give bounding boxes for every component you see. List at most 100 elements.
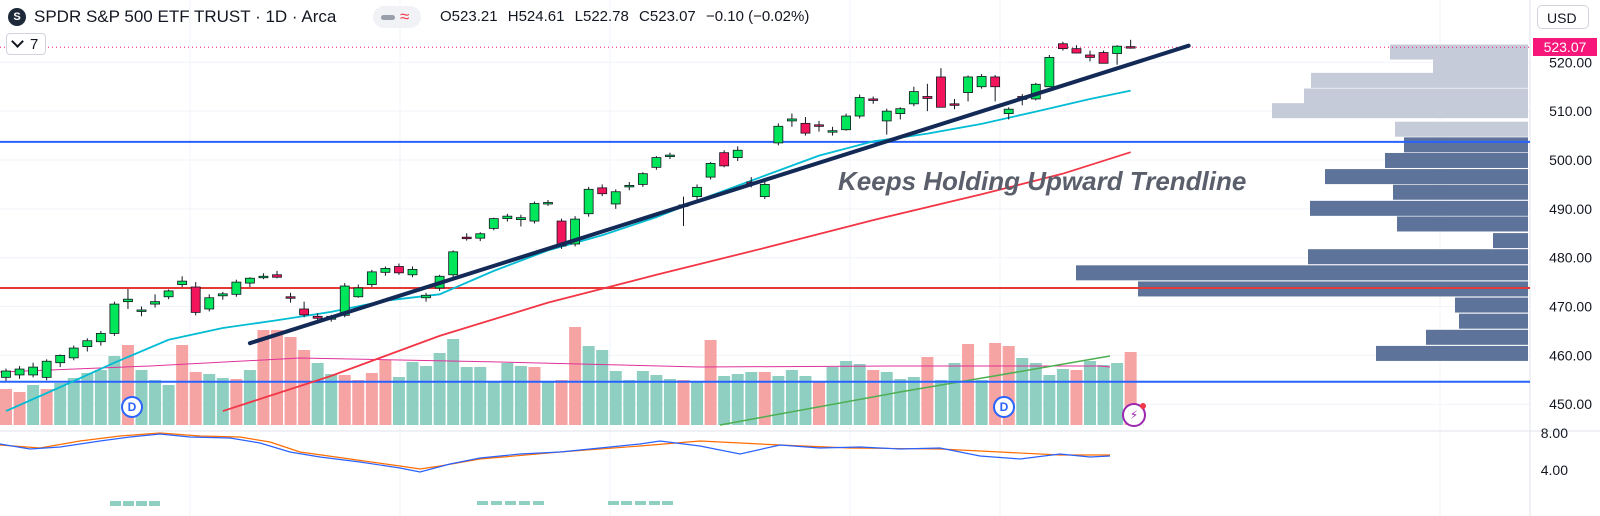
candle-body <box>529 203 540 222</box>
price-tick-label: 520.00 <box>1549 54 1592 70</box>
candlesticks <box>1 39 1136 381</box>
candle-body <box>285 296 296 299</box>
candle-body <box>380 268 391 273</box>
candle-body <box>258 275 269 279</box>
lightning-icon[interactable]: ⚡ <box>1122 403 1146 427</box>
volume-bar <box>54 383 67 425</box>
volume-profile-row <box>1310 200 1528 216</box>
candle-body <box>312 315 323 319</box>
candle-body <box>502 215 513 220</box>
wave-icon: ≈ <box>400 7 410 26</box>
candle-body <box>976 76 987 88</box>
notification-dot <box>1140 403 1146 409</box>
volume-bar <box>162 385 175 425</box>
candle-body <box>841 115 851 131</box>
volume-bar <box>623 380 636 425</box>
candle-body <box>949 103 960 106</box>
candle-body <box>1112 45 1122 54</box>
indicator-count: 7 <box>30 36 39 53</box>
volume-bar <box>663 379 676 425</box>
candle-body <box>217 293 228 297</box>
volume-profile-row <box>1311 72 1528 88</box>
price-tick-label: 510.00 <box>1549 103 1592 119</box>
volume-bar <box>271 330 283 425</box>
volume-bar <box>311 363 324 425</box>
oscillator-main-line <box>0 433 1111 473</box>
candle-body <box>231 281 242 295</box>
candle-body <box>353 287 364 298</box>
candle-body <box>665 154 675 158</box>
horizontal-levels <box>0 46 1530 383</box>
volume-bar <box>785 370 798 425</box>
volume-profile-row <box>1397 216 1528 232</box>
candle-body <box>637 173 648 185</box>
chart-annotation[interactable]: Keeps Holding Upward Trendline <box>838 166 1247 196</box>
candle-body <box>28 366 39 376</box>
candle-body <box>787 118 797 122</box>
candle-body <box>299 308 310 316</box>
candle-body <box>109 303 120 334</box>
volume-bar <box>691 382 704 425</box>
oscillator-signal-line <box>0 432 1110 470</box>
volume-bar <box>731 374 744 425</box>
candle-body <box>475 233 486 239</box>
low-value: 522.78 <box>582 8 629 25</box>
volume-profile-row <box>1076 265 1528 281</box>
oscillator-histogram-bar <box>110 501 121 506</box>
price-tick-label: 470.00 <box>1549 299 1592 315</box>
symbol-logo[interactable]: S <box>8 8 26 26</box>
candle-body <box>922 96 933 99</box>
upward-trendline[interactable] <box>247 43 1191 346</box>
price-axis[interactable]: 450.00 460.00 470.00 480.00 490.00 500.00 510.… <box>1549 54 1592 412</box>
candle-body <box>272 274 282 278</box>
indicators-toggle[interactable]: 7 <box>6 33 46 55</box>
volume-bar <box>569 327 582 425</box>
close-value: 523.07 <box>649 8 696 25</box>
volume-bar <box>406 362 419 425</box>
volume-profile-row <box>1459 313 1528 329</box>
dividend-event-badge[interactable]: D <box>993 396 1015 418</box>
volume-bar <box>934 380 947 425</box>
volume-bar <box>81 373 94 425</box>
oscillator-histogram-bar <box>635 501 646 505</box>
volume-bar <box>853 364 866 425</box>
volume-ma-slow-line <box>719 355 1111 426</box>
volume-bar <box>948 363 961 425</box>
trendline[interactable] <box>247 43 1191 346</box>
candle-body <box>14 368 25 376</box>
volume-bar <box>609 371 622 425</box>
oscillator-histogram-bar <box>608 501 619 505</box>
chart-style-pill[interactable]: ≈ <box>373 6 421 28</box>
candle-body <box>827 130 838 133</box>
volume-ma-line <box>0 357 1111 373</box>
candle-body <box>895 108 906 114</box>
volume-bar <box>94 370 107 425</box>
volume-profile-row <box>1395 121 1528 137</box>
candle-body <box>800 122 811 134</box>
candle-body <box>881 110 892 122</box>
symbol-title[interactable]: SPDR S&P 500 ETF TRUST · 1D · Arca <box>34 7 337 26</box>
volume-profile-row <box>1433 59 1528 75</box>
open-label: O <box>440 8 452 25</box>
volume-bar <box>379 360 392 425</box>
candle-body <box>1058 43 1068 50</box>
price-tick-label: 450.00 <box>1549 396 1592 412</box>
volume-profile-row <box>1404 137 1528 153</box>
oscillator-histogram-bar <box>649 501 660 505</box>
volume-profile-row <box>1272 103 1528 119</box>
volume-bar <box>1097 365 1110 425</box>
candle-body <box>461 236 472 240</box>
volume-bar <box>894 379 907 425</box>
candle-body <box>68 347 79 359</box>
candle-body <box>868 98 879 101</box>
volume-bar <box>474 367 487 425</box>
volume-bar <box>189 372 202 425</box>
candle-body <box>773 125 784 144</box>
currency-selector[interactable]: USD <box>1537 5 1589 29</box>
volume-bar <box>840 361 853 425</box>
volume-bar <box>582 346 595 425</box>
dividend-event-badge[interactable]: D <box>121 396 143 418</box>
volume-profile-row <box>1385 152 1528 168</box>
volume-bar <box>718 376 731 425</box>
